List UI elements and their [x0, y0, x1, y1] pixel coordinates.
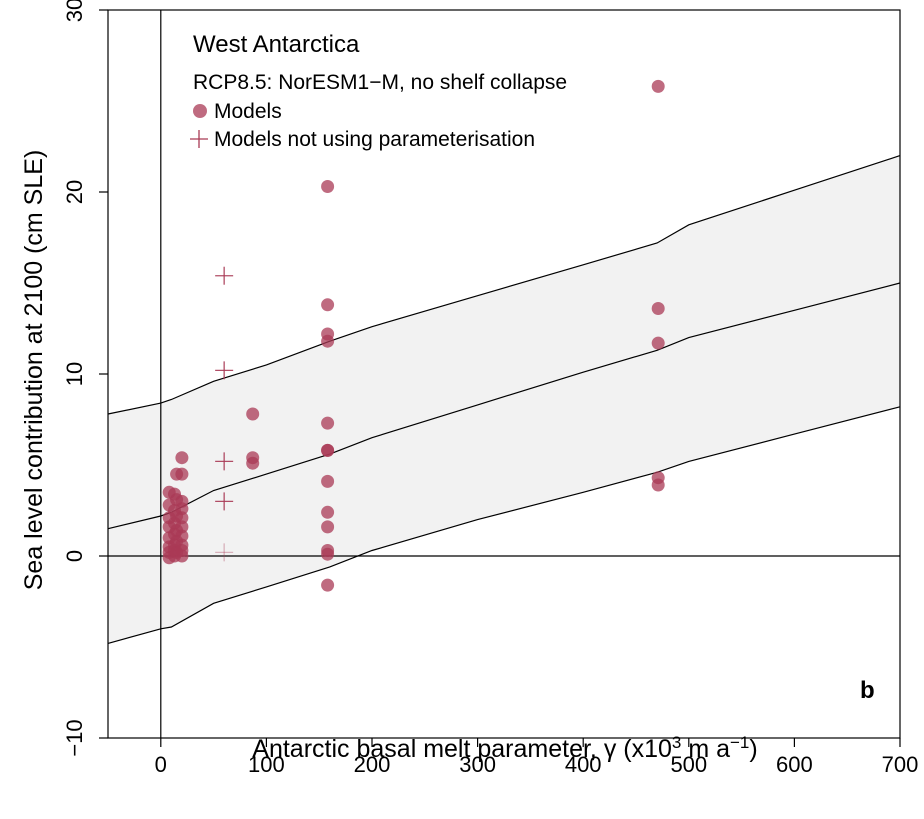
y-axis: −10 0 10 20 30	[62, 0, 108, 757]
reference-lines	[108, 10, 900, 738]
model-point	[321, 547, 335, 561]
x-axis-title: Antarctic basal melt parameter, γ (x103 …	[252, 733, 757, 763]
chart-subtitle: RCP8.5: NorESM1−M, no shelf collapse	[193, 71, 567, 94]
x-axis-title-sup2: −1	[730, 733, 749, 752]
model-point	[651, 478, 665, 492]
uncertainty-band-fill	[108, 155, 900, 644]
no-param-point	[215, 492, 234, 511]
model-point	[651, 79, 665, 93]
y-tick-label: −10	[62, 719, 87, 756]
no-param-point	[215, 543, 234, 562]
model-point	[175, 529, 189, 543]
x-tick-label: 0	[155, 752, 167, 777]
x-tick-label: 600	[776, 752, 813, 777]
model-point	[175, 511, 189, 525]
model-point	[321, 334, 335, 348]
model-point	[321, 520, 335, 534]
model-point	[321, 180, 335, 193]
legend-label-models: Models	[214, 100, 282, 123]
x-tick-label: 200	[354, 752, 391, 777]
x-axis-title-end: )	[749, 735, 757, 763]
model-point	[175, 520, 189, 534]
legend-circle-marker	[193, 104, 207, 118]
panel-label: b	[860, 677, 875, 704]
x-axis-title-main: Antarctic basal melt parameter, γ (x10	[252, 735, 672, 763]
model-point	[246, 456, 260, 470]
lower-bound-line	[107, 406, 901, 644]
model-point	[321, 298, 335, 312]
model-point	[246, 407, 260, 421]
x-tick-label: 100	[248, 752, 285, 777]
no-param-point	[215, 452, 234, 471]
data-points	[162, 79, 665, 592]
x-tick-label: 500	[670, 752, 707, 777]
x-axis-title-mid: m a	[681, 735, 730, 763]
x-tick-label: 400	[565, 752, 602, 777]
x-tick-label: 700	[882, 752, 919, 777]
no-param-point	[215, 266, 234, 285]
model-point	[651, 336, 665, 350]
legend: West Antarctica RCP8.5: NorESM1−M, no sh…	[190, 31, 567, 151]
model-point	[175, 549, 189, 563]
y-tick-label: 30	[62, 0, 87, 22]
x-axis-title-sup1: 3	[672, 733, 681, 752]
legend-plus-marker	[190, 130, 208, 148]
model-point	[651, 302, 665, 315]
model-point	[321, 416, 335, 430]
y-tick-label: 20	[62, 180, 87, 204]
x-axis: 0 100 200 300 400 500 600 700	[155, 738, 919, 777]
model-point	[321, 505, 335, 519]
y-tick-label: 10	[62, 362, 87, 386]
emulator-band	[108, 155, 900, 644]
upper-bound-line	[107, 155, 901, 415]
chart-title: West Antarctica	[193, 31, 360, 58]
model-point	[321, 578, 335, 592]
y-axis-title: Sea level contribution at 2100 (cm SLE)	[20, 150, 48, 591]
model-point	[321, 474, 335, 488]
model-point	[175, 467, 189, 481]
legend-label-no-param: Models not using parameterisation	[214, 128, 535, 151]
x-tick-label: 300	[459, 752, 496, 777]
y-tick-label: 0	[62, 550, 87, 562]
model-point	[175, 451, 189, 465]
model-point	[175, 502, 189, 516]
model-point	[321, 443, 335, 457]
no-param-point	[215, 361, 234, 380]
